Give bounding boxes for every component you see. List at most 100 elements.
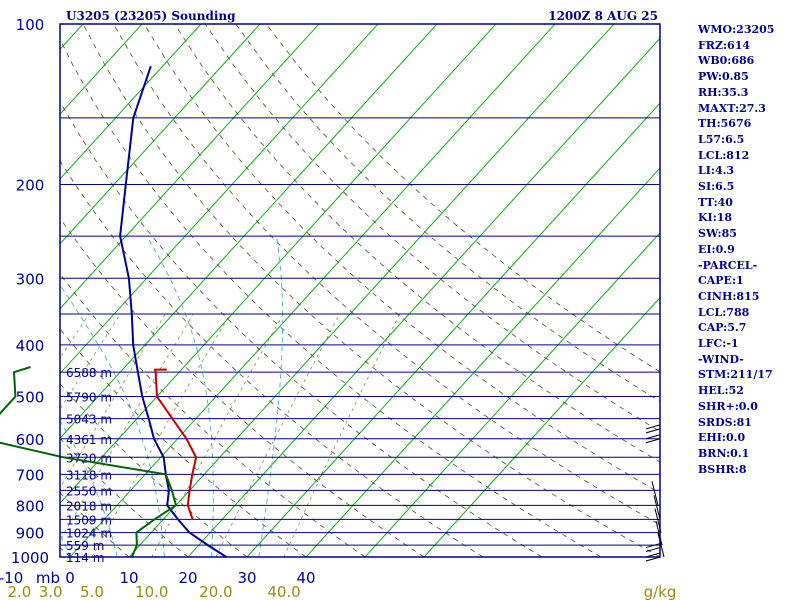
mixing-ratio-unit: g/kg <box>644 583 677 600</box>
index-item: RH:35.3 <box>698 85 749 99</box>
index-panel: WMO:23205 FRZ:614 WB0:686 PW:0.85 RH:35.3 MAX… <box>698 22 774 477</box>
x-axis-prefix: mb <box>36 569 60 587</box>
isotherm-line <box>60 24 379 375</box>
x-axis: mb-50-40-30-20-100102030400.10.20.61.02.… <box>0 569 676 600</box>
index-item: L57:6.5 <box>698 132 745 146</box>
isotherm-line <box>305 167 660 557</box>
wind-barb <box>657 532 665 558</box>
wind-barb <box>645 428 661 434</box>
dry-adiabat-line <box>143 24 660 494</box>
height-label: 5790 m <box>66 391 112 405</box>
index-item: BRN:0.1 <box>698 446 750 460</box>
index-item: LCL:788 <box>698 305 750 319</box>
index-item: CAP:5.7 <box>698 321 747 335</box>
wind-barb <box>645 438 661 444</box>
mixing-ratio-line <box>283 313 401 557</box>
isotherm-line <box>60 24 438 439</box>
mixing-ratio-line <box>91 313 231 557</box>
pressure-tick-label: 1000 <box>11 549 49 567</box>
index-item: TH:5676 <box>698 117 752 131</box>
temperature-tick-label: 10 <box>119 569 138 587</box>
pressure-tick-label: 500 <box>16 389 45 407</box>
wind-barb <box>645 434 661 440</box>
height-label: 3720 m <box>66 451 112 465</box>
pressure-tick-label: 200 <box>16 176 45 194</box>
wind-barb <box>655 521 663 546</box>
isotherm-line <box>60 24 497 504</box>
isotherm-line <box>128 24 615 557</box>
index-item: STM:211/17 <box>698 368 773 382</box>
pressure-tick-label: 100 <box>16 16 45 34</box>
index-item: BSHR:8 <box>698 462 747 476</box>
temperature-tick-label: 0 <box>65 569 75 587</box>
pressure-tick-label: 300 <box>16 270 45 288</box>
wind-barb <box>645 547 661 553</box>
isotherm-line <box>187 37 660 557</box>
index-item: SI:6.5 <box>698 180 735 194</box>
plot-frame <box>59 23 661 558</box>
dewpoint-line <box>0 366 177 558</box>
index-item: HEL:52 <box>698 384 744 398</box>
index-item: SRDS:81 <box>698 415 752 429</box>
index-item: FRZ:614 <box>698 38 751 52</box>
dry-adiabat-line <box>0 24 11 557</box>
moist-adiabat-line <box>60 284 165 557</box>
wind-barb <box>645 424 661 430</box>
isotherm-line <box>364 232 660 557</box>
isotherm-line <box>246 102 660 557</box>
pressure-tick-label: 900 <box>16 525 45 543</box>
temperature-tick-label: 20 <box>178 569 197 587</box>
isotherm-line <box>423 296 660 557</box>
index-item: WB0:686 <box>698 54 755 68</box>
index-item: PW:0.85 <box>698 70 749 84</box>
index-item: CINH:815 <box>698 289 760 303</box>
index-item: CAPE:1 <box>698 274 744 288</box>
isotherm-line <box>60 24 143 115</box>
index-item: LI:4.3 <box>698 164 735 178</box>
pressure-tick-label: 800 <box>16 497 45 515</box>
chart-date: 1200Z 8 AUG 25 <box>548 9 658 23</box>
temperature-tick-label: 30 <box>237 569 256 587</box>
chart-title: U3205 (23205) Sounding <box>66 9 236 23</box>
mixing-ratio-tick-label: 5.0 <box>80 583 104 600</box>
dry-adiabat-line <box>60 328 307 557</box>
isotherm-line <box>60 24 261 245</box>
plot-area: 100 200 300 400 500 600 700 800 900 1000 6588 m 579… <box>0 16 665 567</box>
index-item: WMO:23205 <box>698 23 775 36</box>
mixing-ratio-line <box>151 313 284 557</box>
isotherm-line <box>60 24 320 310</box>
height-label: 6588 m <box>66 366 112 380</box>
mixing-ratio-line <box>60 313 166 489</box>
index-item: SW:85 <box>698 227 737 241</box>
index-item: -WIND- <box>698 352 744 366</box>
mixing-ratio-tick-label: 2.0 <box>7 583 31 600</box>
height-label: 3118 m <box>66 468 112 482</box>
height-label: 2018 m <box>66 499 112 513</box>
plot-grid <box>0 24 660 557</box>
dry-adiabat-line <box>60 273 366 557</box>
index-item: LFC:-1 <box>698 337 739 351</box>
pressure-tick-label: 600 <box>16 431 45 449</box>
wind-barb <box>645 543 661 549</box>
dry-adiabat-line <box>60 38 602 557</box>
index-item: EHI:0.0 <box>698 431 746 445</box>
height-label: 114 m <box>66 551 104 565</box>
index-item: MAXT:27.3 <box>698 101 766 115</box>
dry-adiabat-line <box>113 24 660 526</box>
wind-barbs <box>645 424 665 562</box>
pressure-tick-label: 400 <box>16 337 45 355</box>
temperature-tick-label: -10 <box>0 569 23 587</box>
mixing-ratio-tick-label: 40.0 <box>267 583 300 600</box>
height-label: 4361 m <box>66 433 112 447</box>
mixing-ratio-tick-label: 3.0 <box>39 583 63 600</box>
isotherm-line <box>69 24 556 557</box>
isotherm-line <box>60 24 202 180</box>
height-label: 2550 m <box>66 484 112 498</box>
height-label: 1024 m <box>66 527 112 541</box>
parcel-line <box>154 368 198 520</box>
index-item: KI:18 <box>698 211 733 225</box>
mixing-ratio-line <box>60 313 121 410</box>
height-label: 559 m <box>66 539 104 553</box>
height-label: 1509 m <box>66 513 112 527</box>
